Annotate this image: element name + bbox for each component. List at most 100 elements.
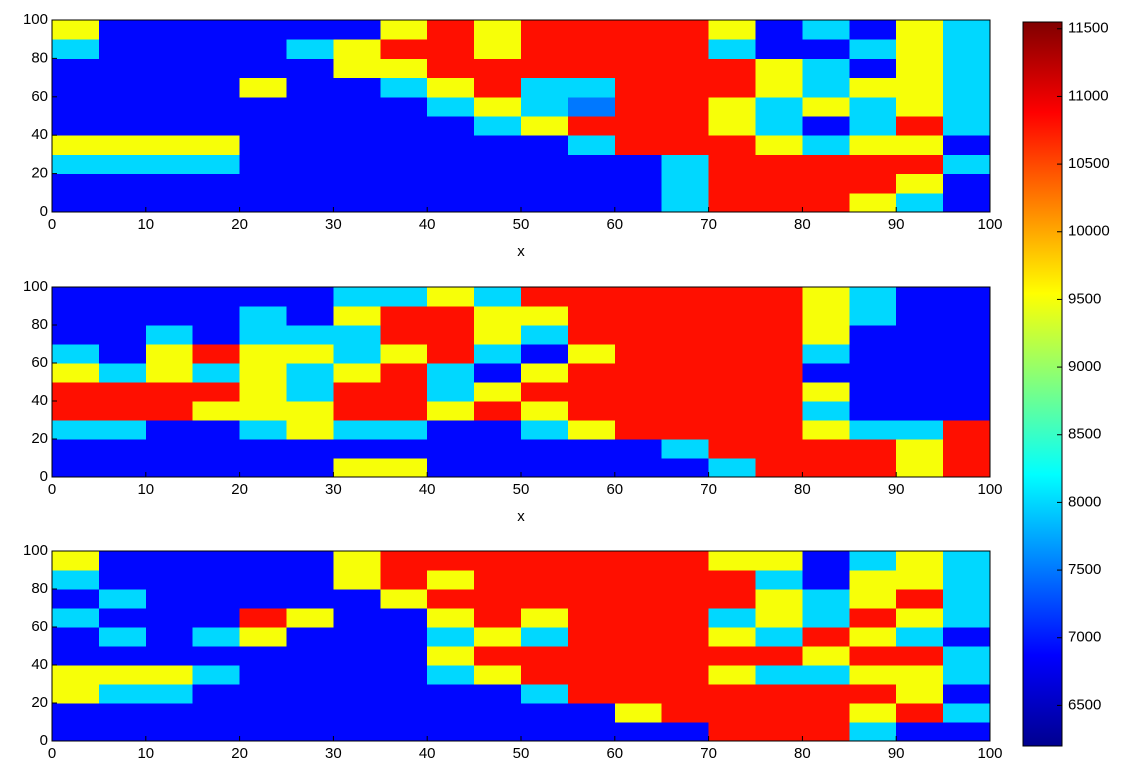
heatmap-cell [333, 306, 381, 326]
y-tick-label: 40 [31, 656, 48, 673]
heatmap-cell [802, 439, 850, 459]
heatmap-cell [661, 116, 710, 136]
heatmap-cell [98, 382, 147, 402]
heatmap-cell [567, 77, 616, 98]
heatmap-cell [192, 287, 241, 307]
heatmap-cell [661, 570, 710, 590]
heatmap-cell [333, 608, 381, 628]
heatmap-cell [849, 684, 897, 704]
heatmap-cell [52, 154, 100, 175]
heatmap-cell [614, 458, 663, 478]
heatmap-cell [614, 570, 663, 590]
heatmap-cell [474, 589, 522, 609]
heatmap-cell [145, 192, 194, 213]
heatmap-cell [474, 703, 522, 723]
heatmap-cell [755, 382, 803, 402]
heatmap-cell [380, 363, 428, 383]
heatmap-cell [802, 570, 850, 590]
heatmap-cell [192, 627, 241, 647]
heatmap-cell [755, 192, 803, 213]
x-tick-label: 30 [325, 745, 342, 762]
heatmap-cell [192, 58, 241, 79]
heatmap-cell [286, 135, 334, 155]
heatmap-cell [474, 439, 522, 459]
heatmap-cell [145, 420, 194, 440]
heatmap-cell [802, 192, 850, 213]
heatmap-cell [98, 135, 147, 155]
heatmap-cell [661, 722, 710, 742]
heatmap-cell [474, 646, 522, 666]
heatmap-cell [52, 684, 100, 704]
heatmap-cell [755, 665, 803, 685]
heatmap-cell [192, 382, 241, 402]
x-tick-label: 70 [700, 216, 717, 233]
heatmap-cell [802, 458, 850, 478]
heatmap-cell [427, 551, 475, 571]
heatmap-cell [239, 77, 287, 98]
heatmap-cell [52, 39, 100, 59]
heatmap-cell [98, 287, 147, 307]
heatmap-cell [98, 39, 147, 59]
heatmap-cell [52, 570, 100, 590]
heatmap-cell [849, 116, 897, 136]
heatmap-cell [427, 665, 475, 685]
heatmap-cell [755, 77, 803, 98]
heatmap-cell [661, 135, 710, 155]
heatmap-cell [943, 722, 991, 742]
heatmap-cell [614, 58, 663, 79]
heatmap-cell [380, 646, 428, 666]
heatmap-cell [239, 608, 287, 628]
heatmap-cell [474, 154, 522, 175]
heatmap-cell [192, 39, 241, 59]
colorbar-tick-label: 10500 [1068, 155, 1110, 172]
heatmap-cell [98, 306, 147, 326]
heatmap-cell [896, 589, 944, 609]
heatmap-cell [708, 608, 756, 628]
heatmap-cell [52, 306, 100, 326]
heatmap-cell [52, 192, 100, 213]
y-tick-label: 20 [31, 165, 48, 182]
heatmap-cell [708, 39, 756, 59]
heatmap-cell [614, 401, 663, 421]
heatmap-cell [192, 420, 241, 440]
heatmap-cell [52, 363, 100, 383]
heatmap-cell [239, 363, 287, 383]
y-tick-label: 20 [31, 694, 48, 711]
y-tick-label: 60 [31, 354, 48, 371]
heatmap-cell [896, 116, 944, 136]
heatmap-cell [474, 684, 522, 704]
x-tick-label: 40 [419, 745, 436, 762]
heatmap-cell [943, 306, 991, 326]
heatmap-cell [380, 20, 428, 40]
heatmap-cell [427, 344, 475, 364]
heatmap-cell [145, 570, 194, 590]
x-axis-label: x [517, 508, 525, 525]
heatmap-cell [192, 363, 241, 383]
heatmap-cell [474, 96, 522, 117]
heatmap-cell [239, 589, 287, 609]
heatmap-cell [474, 363, 522, 383]
heatmap-cell [239, 382, 287, 402]
heatmap-cell [614, 135, 663, 155]
heatmap-cell [567, 135, 616, 155]
heatmap-cell [849, 20, 897, 40]
x-tick-label: 90 [888, 481, 905, 498]
heatmap-cell [614, 627, 663, 647]
heatmap-cell [567, 703, 616, 723]
heatmap-cell [661, 589, 710, 609]
heatmap-cell [98, 363, 147, 383]
heatmap-cell [755, 589, 803, 609]
heatmap-cell [802, 58, 850, 79]
heatmap-cell [52, 551, 100, 571]
heatmap-cell [192, 722, 241, 742]
heatmap-cell [661, 77, 710, 98]
heatmap-cell [192, 703, 241, 723]
heatmap-cell [98, 646, 147, 666]
heatmap-cell [474, 570, 522, 590]
heatmap-cell [380, 665, 428, 685]
heatmap-cell [661, 627, 710, 647]
heatmap-cell [286, 627, 334, 647]
heatmap-cell [896, 722, 944, 742]
heatmap-cell [943, 589, 991, 609]
